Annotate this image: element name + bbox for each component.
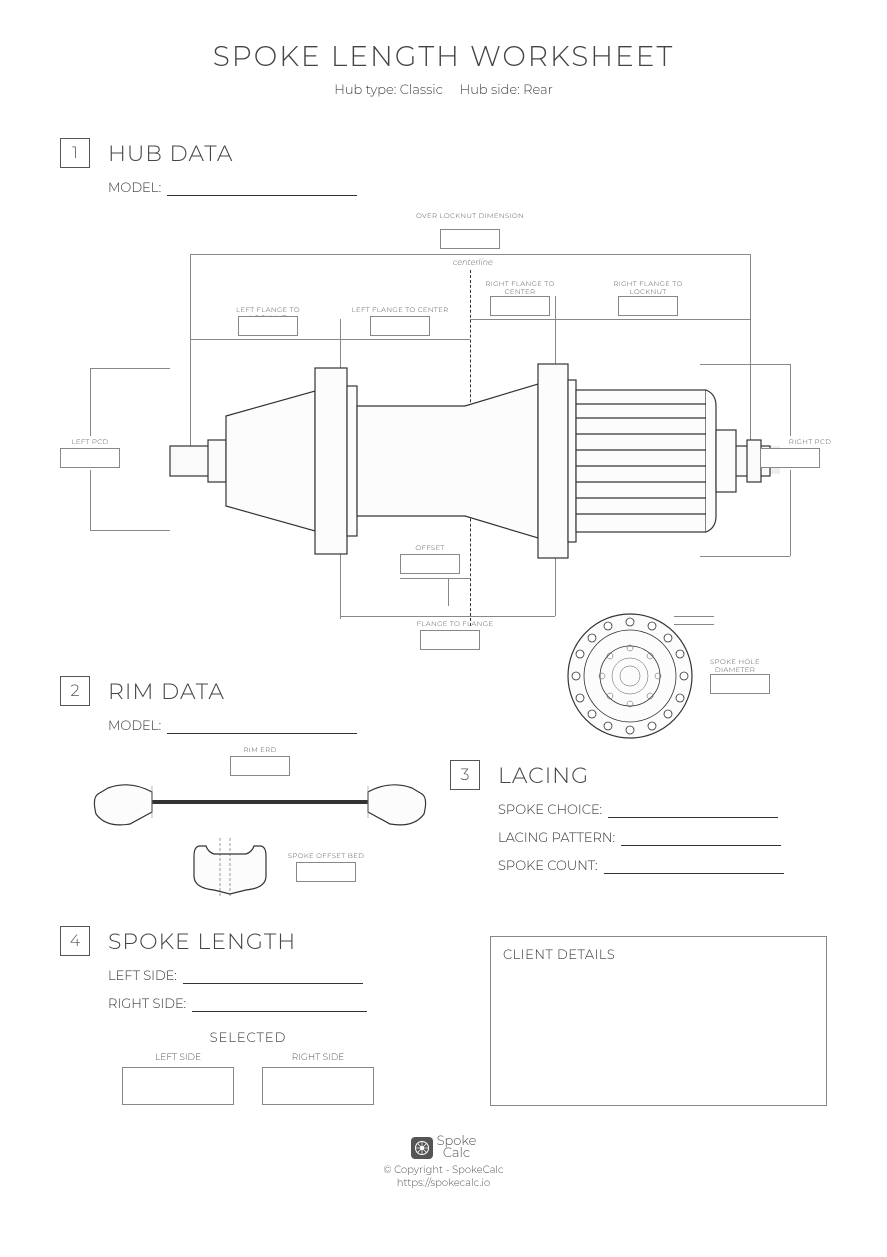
footer-url: https://spokecalc.io	[60, 1176, 827, 1189]
left-flange-center-label: LEFT FLANGE TO CENTER	[350, 306, 450, 314]
section-lacing-num: 3	[450, 760, 480, 790]
rim-model-label: MODEL:	[108, 718, 161, 734]
footer-logo: Spoke Calc	[411, 1136, 477, 1159]
dim-line	[700, 556, 790, 557]
page-title: SPOKE LENGTH WORKSHEET	[60, 40, 827, 74]
dim-line	[90, 368, 91, 436]
hub-side-label: Hub side:	[460, 82, 520, 98]
spoke-count-field: SPOKE COUNT:	[498, 858, 827, 874]
hub-side-value: Rear	[523, 82, 553, 98]
footer-brand2: Calc	[443, 1145, 470, 1161]
dim-line	[190, 254, 750, 255]
offset-label: OFFSET	[400, 544, 460, 552]
dim-line	[448, 578, 449, 606]
section-spoke-num: 4	[60, 926, 90, 956]
section-rim-title: RIM DATA	[108, 678, 225, 705]
section-spoke-title: SPOKE LENGTH	[108, 928, 296, 955]
dim-line	[190, 339, 470, 340]
spoke-count-input[interactable]	[604, 860, 784, 874]
flange-to-flange-label: FLANGE TO FLANGE	[410, 620, 500, 628]
spoke-hole-dia-label: SPOKE HOLE DIAMETER	[700, 658, 770, 673]
hub-svg	[140, 346, 780, 576]
dim-line	[674, 616, 714, 617]
spoke-count-label: SPOKE COUNT:	[498, 858, 598, 874]
spoke-choice-label: SPOKE CHOICE:	[498, 802, 602, 818]
right-side-label: RIGHT SIDE:	[108, 996, 186, 1012]
spoke-offset-bed-box[interactable]	[296, 862, 356, 882]
right-flange-locknut-label: RIGHT FLANGE TO LOCKNUT	[608, 280, 688, 295]
lacing-pattern-label: LACING PATTERN:	[498, 830, 615, 846]
hub-model-label: MODEL:	[108, 180, 161, 196]
left-pcd-label: LEFT PCD	[60, 438, 120, 446]
client-details-label: CLIENT DETAILS	[503, 947, 615, 963]
left-flange-locknut-box[interactable]	[238, 316, 298, 336]
left-side-field: LEFT SIDE:	[108, 968, 460, 984]
rim-model-input[interactable]	[167, 720, 357, 734]
dim-line	[790, 470, 791, 556]
section-lacing-title: LACING	[498, 762, 589, 789]
section-rim-num: 2	[60, 676, 90, 706]
footer-copyright: © Copyright - SpokeCalc	[60, 1163, 827, 1176]
spoke-offset-bed-label: SPOKE OFFSET BED	[286, 852, 366, 860]
spoke-hole-dia-box[interactable]	[710, 674, 770, 694]
wheel-icon	[411, 1137, 433, 1159]
section-spoke-header: 4 SPOKE LENGTH	[60, 926, 460, 956]
right-pcd-label: RIGHT PCD	[780, 438, 840, 446]
rim-section-svg	[190, 838, 270, 898]
rim-cross-svg	[90, 774, 430, 834]
dim-line	[470, 319, 750, 320]
dim-line	[340, 616, 555, 617]
offset-box[interactable]	[400, 554, 460, 574]
section-hub-header: 1 HUB DATA	[60, 138, 827, 168]
dim-line	[90, 530, 170, 531]
spoke-choice-input[interactable]	[608, 804, 778, 818]
dim-line	[90, 368, 170, 369]
right-flange-locknut-box[interactable]	[618, 296, 678, 316]
hub-type-value: Classic	[400, 82, 443, 98]
selected-title: SELECTED	[108, 1030, 388, 1046]
left-side-label: LEFT SIDE:	[108, 968, 177, 984]
section-hub-title: HUB DATA	[108, 140, 233, 167]
left-pcd-box[interactable]	[60, 448, 120, 468]
client-details-box[interactable]: CLIENT DETAILS	[490, 936, 827, 1106]
spoke-choice-field: SPOKE CHOICE:	[498, 802, 827, 818]
rim-diagram: RIM ERD SPOKE OFFSET BED	[90, 746, 430, 906]
hub-model-field: MODEL:	[108, 180, 827, 196]
dim-line	[90, 470, 91, 530]
left-flange-center-box[interactable]	[370, 316, 430, 336]
left-side-input[interactable]	[183, 970, 363, 984]
selected-left-box[interactable]	[122, 1067, 234, 1105]
right-side-field: RIGHT SIDE:	[108, 996, 460, 1012]
dim-line	[700, 364, 790, 365]
rim-model-field: MODEL:	[108, 718, 827, 734]
hub-diagram: OVER LOCKNUT DIMENSION centerline RIGHT …	[60, 206, 820, 666]
selected-right-box[interactable]	[262, 1067, 374, 1105]
dim-line	[790, 364, 791, 436]
selected-right-label: RIGHT SIDE	[262, 1052, 374, 1063]
right-side-input[interactable]	[192, 998, 367, 1012]
lacing-pattern-input[interactable]	[621, 832, 781, 846]
hub-model-input[interactable]	[167, 182, 357, 196]
right-pcd-box[interactable]	[760, 448, 820, 468]
selected-left-label: LEFT SIDE	[122, 1052, 234, 1063]
rim-erd-label: RIM ERD	[230, 746, 290, 754]
hub-type-label: Hub type:	[334, 82, 396, 98]
dim-line	[400, 578, 470, 579]
section-hub-num: 1	[60, 138, 90, 168]
right-flange-center-box[interactable]	[490, 296, 550, 316]
lacing-pattern-field: LACING PATTERN:	[498, 830, 827, 846]
rim-erd-box[interactable]	[230, 756, 290, 776]
centerline-label: centerline	[453, 258, 493, 268]
dim-line	[674, 624, 714, 625]
over-locknut-box[interactable]	[440, 229, 500, 249]
hub-face-svg	[560, 606, 700, 746]
page-subtitle: Hub type: Classic Hub side: Rear	[60, 82, 827, 98]
right-flange-center-label: RIGHT FLANGE TO CENTER	[480, 280, 560, 295]
footer: Spoke Calc © Copyright - SpokeCalc https…	[60, 1136, 827, 1189]
section-lacing-header: 3 LACING	[450, 760, 827, 790]
selected-block: SELECTED LEFT SIDE RIGHT SIDE	[108, 1030, 388, 1105]
flange-to-flange-box[interactable]	[420, 630, 480, 650]
over-locknut-label: OVER LOCKNUT DIMENSION	[410, 212, 530, 220]
